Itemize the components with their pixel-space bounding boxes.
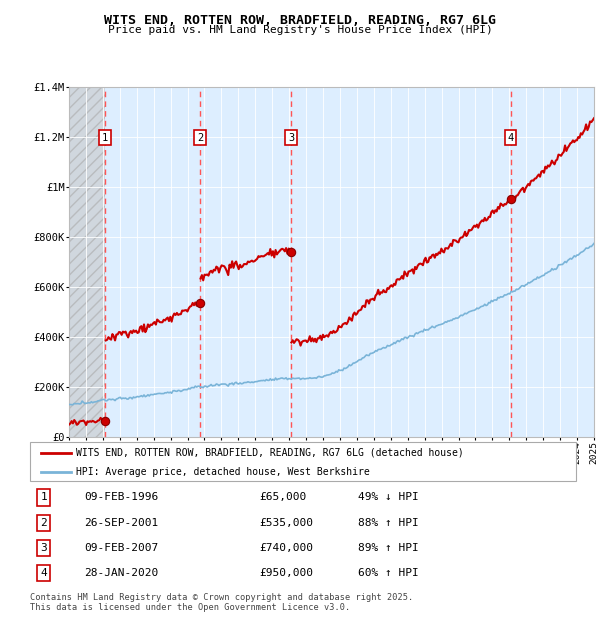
Text: 09-FEB-2007: 09-FEB-2007 — [85, 543, 159, 553]
Text: 89% ↑ HPI: 89% ↑ HPI — [358, 543, 418, 553]
Text: WITS END, ROTTEN ROW, BRADFIELD, READING, RG7 6LG: WITS END, ROTTEN ROW, BRADFIELD, READING… — [104, 14, 496, 27]
FancyBboxPatch shape — [30, 442, 576, 481]
Text: 26-SEP-2001: 26-SEP-2001 — [85, 518, 159, 528]
Text: 1: 1 — [40, 492, 47, 502]
Text: £740,000: £740,000 — [259, 543, 313, 553]
Text: 2: 2 — [197, 133, 203, 143]
Text: £950,000: £950,000 — [259, 569, 313, 578]
Text: 49% ↓ HPI: 49% ↓ HPI — [358, 492, 418, 502]
Text: 60% ↑ HPI: 60% ↑ HPI — [358, 569, 418, 578]
Text: Price paid vs. HM Land Registry's House Price Index (HPI): Price paid vs. HM Land Registry's House … — [107, 25, 493, 35]
Bar — [69, 87, 105, 437]
Text: £535,000: £535,000 — [259, 518, 313, 528]
Text: £65,000: £65,000 — [259, 492, 307, 502]
Text: 4: 4 — [508, 133, 514, 143]
Text: 09-FEB-1996: 09-FEB-1996 — [85, 492, 159, 502]
Text: HPI: Average price, detached house, West Berkshire: HPI: Average price, detached house, West… — [76, 467, 370, 477]
Text: 2: 2 — [40, 518, 47, 528]
Text: 88% ↑ HPI: 88% ↑ HPI — [358, 518, 418, 528]
Text: 1: 1 — [102, 133, 108, 143]
Text: Contains HM Land Registry data © Crown copyright and database right 2025.
This d: Contains HM Land Registry data © Crown c… — [30, 593, 413, 612]
Text: 28-JAN-2020: 28-JAN-2020 — [85, 569, 159, 578]
Text: 3: 3 — [40, 543, 47, 553]
Text: WITS END, ROTTEN ROW, BRADFIELD, READING, RG7 6LG (detached house): WITS END, ROTTEN ROW, BRADFIELD, READING… — [76, 448, 464, 458]
Text: 4: 4 — [40, 569, 47, 578]
Text: 3: 3 — [288, 133, 295, 143]
